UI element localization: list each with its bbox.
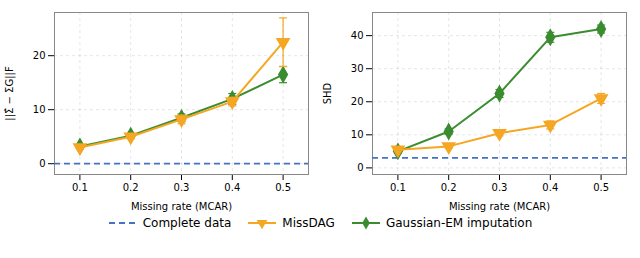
svg-text:0.2: 0.2 — [123, 182, 139, 193]
html-text:Gaussian-EM imputation: Gaussian-EM imputation — [385, 216, 533, 230]
svg-text:0.5: 0.5 — [275, 182, 291, 193]
svg-text:0: 0 — [39, 158, 45, 169]
svg-text:SHD: SHD — [322, 82, 333, 104]
svg-text:20: 20 — [33, 50, 46, 61]
html-text:MissDAG: MissDAG — [282, 216, 335, 230]
svg-text:40: 40 — [351, 30, 364, 41]
svg-text:0.3: 0.3 — [174, 182, 190, 193]
svg-text:||Σ̂ − ΣG||F: ||Σ̂ − ΣG||F — [4, 66, 16, 121]
svg-text:0.4: 0.4 — [542, 182, 558, 193]
svg-text:30: 30 — [351, 63, 364, 74]
svg-text:0.2: 0.2 — [441, 182, 457, 193]
svg-text:0.5: 0.5 — [593, 182, 609, 193]
svg-text:0.1: 0.1 — [72, 182, 88, 193]
svg-text:10: 10 — [351, 129, 364, 140]
svg-text:0.1: 0.1 — [390, 182, 406, 193]
svg-text:Missing rate (MCAR): Missing rate (MCAR) — [449, 201, 550, 212]
html-text:Complete data: Complete data — [142, 216, 232, 230]
svg-text:0.4: 0.4 — [224, 182, 240, 193]
svg-text:0.3: 0.3 — [492, 182, 508, 193]
svg-text:10: 10 — [33, 104, 46, 115]
svg-text:0: 0 — [357, 162, 363, 173]
svg-text:20: 20 — [351, 96, 364, 107]
svg-text:Missing rate (MCAR): Missing rate (MCAR) — [131, 201, 232, 212]
